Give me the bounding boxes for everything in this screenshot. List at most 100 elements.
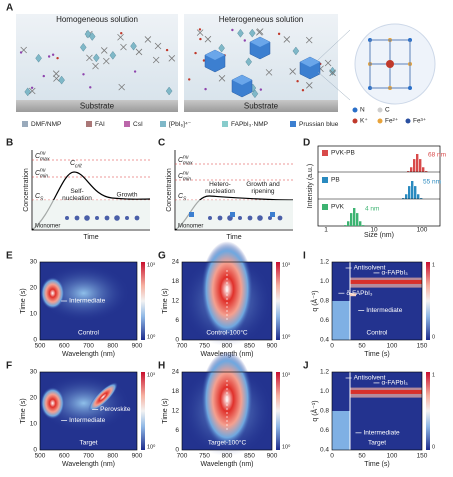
molecule	[204, 35, 212, 43]
ion	[133, 70, 137, 73]
x-tick-label: 700	[83, 453, 94, 460]
plot-frame	[181, 371, 273, 451]
level-sub: S	[40, 196, 44, 202]
x-tick-label: 150	[417, 343, 428, 350]
level-label: C	[35, 170, 41, 177]
level-sub: crit	[75, 163, 82, 169]
molecule	[103, 57, 110, 65]
zoom-line	[317, 29, 351, 101]
x-tick-label: 600	[59, 343, 70, 350]
molecule	[329, 69, 336, 77]
ion	[42, 74, 45, 78]
x-tick-label: 100	[417, 227, 428, 234]
x-axis-label: Time	[83, 234, 98, 241]
x-tick-label: 800	[107, 343, 118, 350]
cluster	[125, 216, 129, 220]
x-tick-label: 900	[267, 343, 278, 350]
y-tick-label: 6	[175, 317, 179, 324]
ion	[165, 48, 169, 52]
y-tick-label: 12	[172, 298, 180, 305]
size-bar	[347, 221, 350, 226]
sample-label: Target	[368, 440, 386, 447]
molecule	[168, 55, 176, 62]
y-tick-label: 0	[175, 337, 179, 344]
level-label: C	[35, 153, 41, 160]
legend-dot	[377, 118, 383, 124]
x-tick-label: 1	[324, 227, 328, 234]
annotation: Intermediate	[366, 307, 403, 314]
ion	[120, 32, 123, 35]
cluster	[238, 216, 242, 220]
legend-icon	[22, 121, 28, 127]
molecule	[118, 83, 125, 91]
colorbar-label: 0	[432, 334, 435, 340]
cluster	[84, 215, 90, 221]
cluster	[257, 215, 263, 221]
legend-swatch	[322, 204, 328, 210]
y-tick-label: 20	[30, 285, 38, 292]
ion	[19, 51, 23, 54]
y-axis-label: Time (s)	[162, 398, 169, 423]
ion	[202, 59, 206, 62]
y-tick-label: 18	[172, 388, 180, 395]
level-sub: S	[183, 196, 187, 202]
plot-frame	[181, 261, 273, 341]
x-tick-label: 900	[267, 453, 278, 460]
x-tick-label: 900	[132, 343, 143, 350]
level-sub: max	[40, 156, 50, 162]
legend-icon	[124, 121, 130, 127]
size-bar	[417, 194, 420, 199]
x-tick-label: 700	[177, 453, 188, 460]
legend-text: PVK	[331, 204, 345, 211]
colorbar	[276, 262, 280, 340]
y-axis-label: Concentration	[23, 168, 30, 212]
legend-icon	[160, 121, 166, 127]
size-bar	[359, 221, 362, 226]
y-tick-label: 0.4	[320, 337, 329, 344]
y-axis-label: Time (s)	[20, 398, 27, 423]
y-axis-label: Intensity (a.u.)	[307, 164, 314, 208]
y-tick-label: 0	[175, 447, 179, 454]
legend-text: [PbI₆]⁴⁻	[169, 121, 192, 128]
y-tick-label: 1.0	[320, 278, 329, 285]
legend-icon	[290, 121, 296, 127]
panel-letter: I	[303, 251, 306, 262]
region	[33, 200, 150, 229]
x-tick-label: 850	[244, 343, 255, 350]
molecule	[256, 29, 263, 36]
colorbar-label: 10³	[147, 372, 155, 378]
legend-icon	[222, 121, 228, 127]
legend-text: FAPbI₃·NMP	[231, 121, 268, 128]
level-sub: min	[40, 173, 48, 179]
size-bar	[407, 171, 410, 172]
legend-text: K⁺	[360, 118, 368, 125]
ion	[204, 87, 207, 91]
band	[350, 279, 422, 284]
molecule	[196, 29, 204, 36]
molecule	[152, 56, 160, 64]
octahedron	[109, 50, 117, 60]
legend-dot	[352, 118, 358, 124]
molecule	[154, 42, 162, 50]
cluster	[217, 215, 223, 221]
molecule	[265, 69, 273, 76]
size-bar	[411, 181, 414, 199]
legend-text: FAI	[95, 121, 105, 128]
x-tick-label: 10	[370, 227, 378, 234]
size-annotation: 68 nm	[428, 152, 446, 159]
colorbar	[276, 372, 280, 450]
level-label: C	[178, 173, 184, 180]
colorbar-label: 10⁰	[282, 333, 291, 340]
substrate-label: Substrate	[244, 102, 279, 111]
x-axis-label: Time (s)	[364, 351, 389, 358]
colorbar-label: 1	[432, 372, 435, 378]
cluster	[74, 215, 80, 221]
level-label: C	[178, 157, 184, 164]
x-tick-label: 50	[358, 343, 366, 350]
x-tick-label: 800	[222, 343, 233, 350]
size-bar	[410, 167, 413, 172]
legend-text: Prussian blue	[299, 121, 339, 128]
colorbar-label: 10³	[147, 262, 155, 268]
legend-swatch	[322, 150, 328, 156]
level-sup: nu	[183, 170, 189, 176]
